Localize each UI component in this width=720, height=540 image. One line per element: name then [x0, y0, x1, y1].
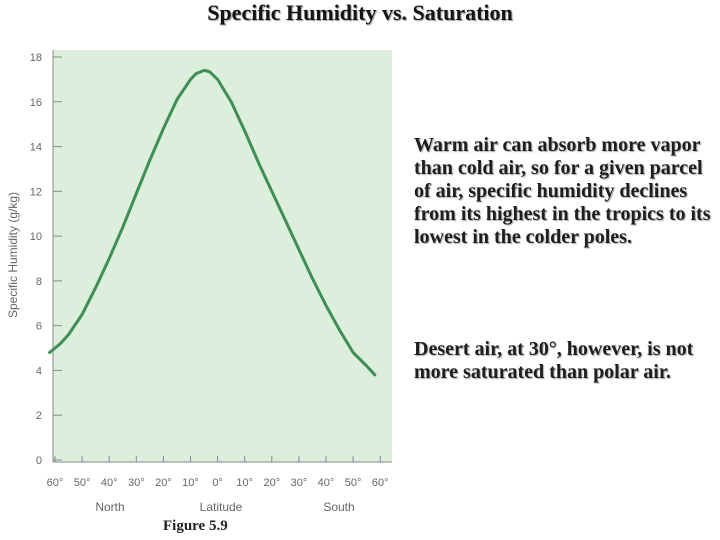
explanation-paragraph: Warm air can absorb more vapor than cold…: [414, 134, 711, 248]
x-tick-label: 40°: [318, 477, 335, 489]
x-ticks: 60° 50° 40° 30° 20° 10° 0° 10° 20° 30° 40° 50° 60°: [47, 456, 389, 489]
x-axis-label: Latitude: [200, 500, 243, 514]
x-tick-label: 30°: [291, 477, 308, 489]
x-tick-label: 40°: [101, 477, 118, 489]
slide-title: Specific Humidity vs. Saturation: [207, 0, 513, 25]
y-tick-label: 6: [36, 321, 42, 333]
y-tick-label: 12: [30, 186, 42, 198]
y-axis-label: Specific Humidity (g/kg): [6, 192, 20, 318]
x-tick-label: 60°: [47, 477, 64, 489]
y-ticks: 0 2 4 6 8 10 12 14 16 18: [30, 52, 62, 467]
x-tick-label: 20°: [263, 477, 280, 489]
y-tick-label: 18: [30, 52, 42, 64]
series-line-specific-humidity: [48, 68, 377, 377]
y-tick-label: 0: [36, 455, 42, 467]
x-tick-label: 50°: [74, 477, 91, 489]
y-tick-label: 14: [30, 142, 42, 154]
x-tick-label: 30°: [128, 477, 145, 489]
desert-note-paragraph: Desert air, at 30°, however, is not more…: [414, 338, 694, 383]
x-tick-label: 60°: [372, 477, 389, 489]
plot-background: [53, 50, 392, 462]
figure-label: Figure 5.9: [163, 518, 228, 534]
x-tick-label: 10°: [236, 477, 253, 489]
y-tick-label: 16: [30, 97, 42, 109]
x-tick-label: 0°: [212, 477, 223, 489]
y-tick-label: 10: [30, 231, 42, 243]
y-tick-label: 4: [36, 365, 42, 377]
y-tick-label: 8: [36, 276, 42, 288]
y-tick-label: 2: [36, 410, 42, 422]
region-label-south: South: [323, 500, 354, 514]
x-tick-label: 50°: [345, 477, 362, 489]
x-tick-label: 20°: [155, 477, 172, 489]
x-tick-label: 10°: [182, 477, 199, 489]
region-label-north: North: [95, 500, 124, 514]
